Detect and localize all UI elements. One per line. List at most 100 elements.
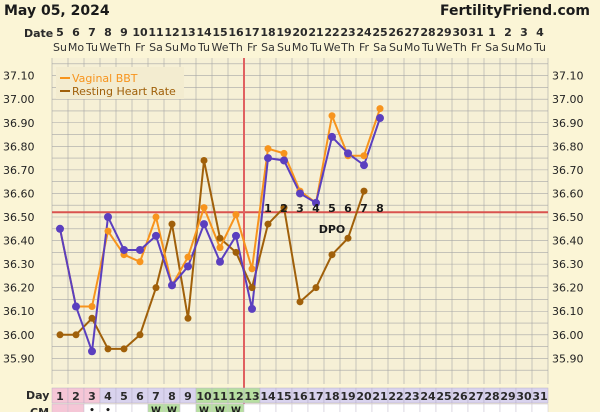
day-number: 10 <box>196 390 212 403</box>
dpo-label: DPO <box>319 223 346 236</box>
cm-cell <box>51 403 69 412</box>
rhr-point <box>360 187 368 195</box>
cm-cell <box>483 403 501 412</box>
weekday-label: Su <box>501 41 515 54</box>
weekday-label: Su <box>53 41 67 54</box>
y-tick-label-right: 36.50 <box>552 211 584 224</box>
temp-point <box>360 161 368 170</box>
day-number: 20 <box>356 390 372 403</box>
y-tick-label-left: 36.00 <box>3 329 35 342</box>
date-number: 16 <box>228 26 244 39</box>
day-number: 19 <box>340 390 355 403</box>
day-number: 1 <box>56 390 64 403</box>
date-number: 10 <box>132 26 148 39</box>
cm-cell <box>115 403 133 412</box>
date-number: 17 <box>244 26 259 39</box>
date-number: 27 <box>404 26 419 39</box>
weekday-label: We <box>324 41 341 54</box>
date-number: 9 <box>120 26 128 39</box>
cm-cell <box>403 403 421 412</box>
day-cell <box>531 387 549 404</box>
y-tick-label-right: 36.00 <box>552 329 584 342</box>
y-tick-label-left: 36.90 <box>3 117 35 130</box>
date-number: 29 <box>436 26 451 39</box>
site-name[interactable]: FertilityFriend.com <box>440 3 590 19</box>
date-number: 20 <box>292 26 308 39</box>
weekday-label: Sa <box>149 41 163 54</box>
temp-point <box>120 245 128 254</box>
weekday-label: Su <box>389 41 403 54</box>
date-number: 26 <box>388 26 404 39</box>
y-tick-label-left: 36.10 <box>3 305 35 318</box>
cm-mark: W <box>199 406 209 412</box>
y-tick-label-left: 36.30 <box>3 258 35 271</box>
rhr-point <box>296 298 304 306</box>
cm-mark: W <box>167 406 177 412</box>
day-number: 30 <box>516 390 532 403</box>
day-number: 24 <box>420 390 436 403</box>
cm-mark: W <box>231 406 241 412</box>
cm-cell <box>339 403 357 412</box>
date-number: 19 <box>276 26 291 39</box>
date-number: 28 <box>420 26 435 39</box>
cm-cell <box>435 403 453 412</box>
rhr-point <box>72 331 80 339</box>
y-tick-label-right: 37.00 <box>552 93 584 106</box>
temp-point <box>328 132 336 141</box>
cm-cell <box>307 403 325 412</box>
rhr-point <box>216 234 224 242</box>
day-number: 2 <box>72 390 80 403</box>
y-tick-label-right: 36.70 <box>552 164 584 177</box>
day-number: 11 <box>212 390 227 403</box>
day-number: 9 <box>184 390 192 403</box>
y-tick-label-right: 36.30 <box>552 258 584 271</box>
cm-cell <box>531 403 549 412</box>
cm-cell <box>67 403 85 412</box>
bbt-point <box>360 152 368 160</box>
day-number: 15 <box>276 390 291 403</box>
dpo-number: 6 <box>344 202 352 215</box>
weekday-label: Mo <box>404 41 420 54</box>
temp-point <box>248 304 256 313</box>
day-number: 18 <box>324 390 339 403</box>
day-number: 4 <box>104 390 112 403</box>
bbt-point <box>376 105 384 113</box>
bbt-point <box>104 227 112 235</box>
rhr-point <box>56 331 64 339</box>
y-tick-label-left: 36.20 <box>3 282 35 295</box>
dpo-number: 1 <box>264 202 272 215</box>
date-number: 14 <box>196 26 212 39</box>
rhr-point <box>136 331 144 339</box>
y-tick-label-right: 36.10 <box>552 305 584 318</box>
rhr-point <box>312 284 320 292</box>
day-number: 8 <box>168 390 176 403</box>
y-tick-label-left: 36.80 <box>3 140 35 153</box>
cm-cell <box>467 403 485 412</box>
temp-point <box>88 347 96 356</box>
bbt-point <box>232 211 240 219</box>
weekday-label: Fr <box>247 41 258 54</box>
weekday-label: Th <box>340 41 355 54</box>
y-tick-label-right: 36.40 <box>552 235 584 248</box>
weekday-label: Tu <box>533 41 546 54</box>
weekday-label: Sa <box>485 41 499 54</box>
weekday-label: Fr <box>359 41 370 54</box>
cm-cell <box>419 403 437 412</box>
weekday-label: Sa <box>373 41 387 54</box>
date-number: 2 <box>504 26 512 39</box>
y-tick-label-left: 36.60 <box>3 187 35 200</box>
cm-cell <box>259 403 277 412</box>
weekday-label: Fr <box>471 41 482 54</box>
temp-point <box>184 262 192 271</box>
bbt-point <box>184 253 192 261</box>
date-number: 18 <box>260 26 275 39</box>
date-number: 21 <box>308 26 323 39</box>
date-number: 31 <box>468 26 483 39</box>
weekday-label: Tu <box>197 41 210 54</box>
temp-point <box>200 220 208 229</box>
date-number: 15 <box>212 26 227 39</box>
date-number: 22 <box>324 26 339 39</box>
day-number: 21 <box>372 390 387 403</box>
day-number: 14 <box>260 390 276 403</box>
cm-cell <box>515 403 533 412</box>
